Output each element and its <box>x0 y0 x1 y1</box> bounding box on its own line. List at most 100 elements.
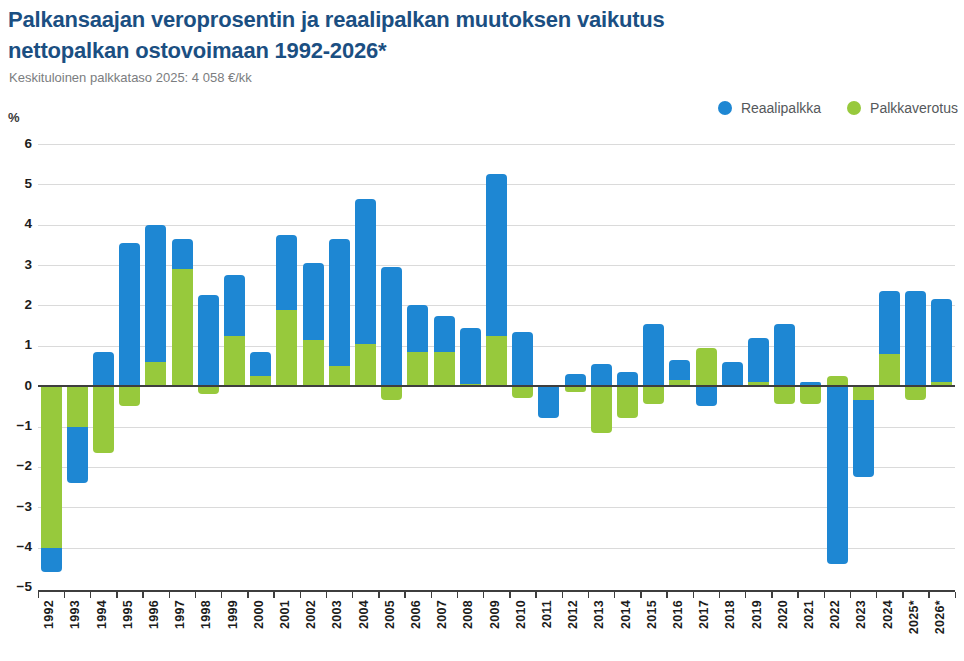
legend-dot-icon <box>718 101 732 115</box>
plot-area: 6543210−1−2−3−4−519921993199419951996199… <box>38 138 955 592</box>
x-axis-tick <box>928 592 930 598</box>
y-tick-label: 2 <box>0 297 32 312</box>
bar-segment-reaalipalkka-1992 <box>41 548 62 572</box>
x-tick-label: 1997 <box>173 600 187 629</box>
bar-segment-palkkaverotus-2017 <box>696 348 717 386</box>
x-tick-label: 2002 <box>304 600 318 629</box>
gridline <box>38 144 955 145</box>
x-tick-label: 2009 <box>488 600 502 629</box>
x-axis-tick <box>169 592 171 598</box>
bar-segment-palkkaverotus-2020 <box>774 386 795 404</box>
x-axis-tick <box>378 592 380 598</box>
bar-segment-palkkaverotus-2024 <box>879 354 900 386</box>
gridline <box>38 507 955 508</box>
x-axis-tick <box>300 592 302 598</box>
bar-segment-palkkaverotus-2009 <box>486 336 507 386</box>
chart-legend: Reaalipalkka Palkkaverotus <box>718 100 958 116</box>
bar-segment-reaalipalkka-2004 <box>355 199 376 344</box>
legend-label: Reaalipalkka <box>741 100 821 116</box>
x-axis-tick <box>640 592 642 598</box>
bar-segment-palkkaverotus-2007 <box>434 352 455 386</box>
bar-segment-palkkaverotus-1998 <box>198 386 219 394</box>
x-axis-tick <box>614 592 616 598</box>
bar-segment-reaalipalkka-1999 <box>224 275 245 336</box>
x-tick-label: 2012 <box>566 600 580 629</box>
gridline <box>38 427 955 428</box>
gridline <box>38 548 955 549</box>
x-axis-tick <box>142 592 144 598</box>
x-axis-tick <box>247 592 249 598</box>
bar-segment-reaalipalkka-2013 <box>591 364 612 386</box>
x-tick-label: 2015 <box>645 600 659 629</box>
x-tick-label: 2007 <box>435 600 449 629</box>
x-axis-tick <box>719 592 721 598</box>
gridline <box>38 467 955 468</box>
y-axis-unit-label: % <box>8 110 20 125</box>
bar-segment-palkkaverotus-1996 <box>145 362 166 386</box>
bar-segment-palkkaverotus-2006 <box>407 352 428 386</box>
x-tick-label: 1993 <box>68 600 82 629</box>
x-axis-tick <box>955 592 957 598</box>
x-tick-label: 2024 <box>881 600 895 629</box>
bar-segment-reaalipalkka-1997 <box>172 239 193 269</box>
x-tick-label: 2026* <box>933 600 947 634</box>
x-tick-label: 1999 <box>226 600 240 629</box>
bar-segment-reaalipalkka-2020 <box>774 324 795 387</box>
x-axis-tick <box>562 592 564 598</box>
x-axis-tick <box>666 592 668 598</box>
bar-segment-reaalipalkka-2017 <box>696 386 717 406</box>
x-axis-tick <box>588 592 590 598</box>
x-axis-tick <box>352 592 354 598</box>
legend-item-palkkaverotus: Palkkaverotus <box>847 100 958 116</box>
x-axis-tick <box>273 592 275 598</box>
chart-canvas: Palkansaajan veroprosentin ja reaalipalk… <box>0 0 964 661</box>
bar-segment-reaalipalkka-1993 <box>67 427 88 483</box>
y-tick-label: 1 <box>0 337 32 352</box>
x-axis-tick <box>535 592 537 598</box>
bar-segment-palkkaverotus-2005 <box>381 386 402 400</box>
legend-label: Palkkaverotus <box>870 100 958 116</box>
x-tick-label: 2005 <box>383 600 397 629</box>
x-axis-tick <box>38 592 40 598</box>
bar-segment-palkkaverotus-2003 <box>329 366 350 386</box>
bar-segment-reaalipalkka-2019 <box>748 338 769 382</box>
x-tick-label: 1994 <box>95 600 109 629</box>
x-tick-label: 1992 <box>42 600 56 629</box>
x-tick-label: 1995 <box>121 600 135 629</box>
x-axis-tick <box>64 592 66 598</box>
x-tick-label: 2011 <box>540 600 554 628</box>
y-tick-label: 4 <box>0 216 32 231</box>
bar-segment-reaalipalkka-2001 <box>276 235 297 310</box>
y-tick-label: −2 <box>0 458 32 473</box>
bar-segment-palkkaverotus-1993 <box>67 386 88 426</box>
bar-segment-palkkaverotus-2014 <box>617 386 638 418</box>
bar-segment-palkkaverotus-2023 <box>853 386 874 400</box>
x-tick-label: 2004 <box>357 600 371 629</box>
bar-segment-palkkaverotus-1995 <box>119 386 140 406</box>
x-axis-tick <box>326 592 328 598</box>
bar-segment-reaalipalkka-1994 <box>93 352 114 386</box>
x-tick-label: 2013 <box>592 600 606 629</box>
bar-segment-reaalipalkka-2023 <box>853 400 874 477</box>
bar-segment-reaalipalkka-2015 <box>643 324 664 387</box>
bar-segment-palkkaverotus-1992 <box>41 386 62 547</box>
bar-segment-reaalipalkka-2018 <box>722 362 743 386</box>
bar-segment-reaalipalkka-2009 <box>486 174 507 335</box>
bar-segment-reaalipalkka-2007 <box>434 316 455 352</box>
x-axis-tick <box>745 592 747 598</box>
x-tick-label: 2018 <box>723 600 737 629</box>
x-axis-tick <box>404 592 406 598</box>
x-axis-line <box>38 590 955 592</box>
bar-segment-reaalipalkka-2002 <box>303 263 324 340</box>
bar-segment-reaalipalkka-2024 <box>879 291 900 354</box>
bar-segment-palkkaverotus-2002 <box>303 340 324 386</box>
x-axis-tick <box>850 592 852 598</box>
bar-segment-reaalipalkka-2008 <box>460 328 481 384</box>
bar-segment-reaalipalkka-2014 <box>617 372 638 386</box>
x-tick-label: 2006 <box>409 600 423 629</box>
bar-segment-palkkaverotus-2015 <box>643 386 664 404</box>
x-axis-tick <box>902 592 904 598</box>
bar-segment-reaalipalkka-2016 <box>669 360 690 380</box>
bar-segment-palkkaverotus-1999 <box>224 336 245 386</box>
x-tick-label: 2010 <box>514 600 528 629</box>
